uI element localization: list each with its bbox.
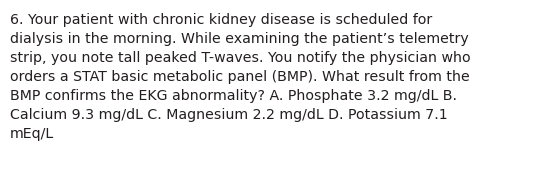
Text: 6. Your patient with chronic kidney disease is scheduled for
dialysis in the mor: 6. Your patient with chronic kidney dise… <box>10 13 470 141</box>
